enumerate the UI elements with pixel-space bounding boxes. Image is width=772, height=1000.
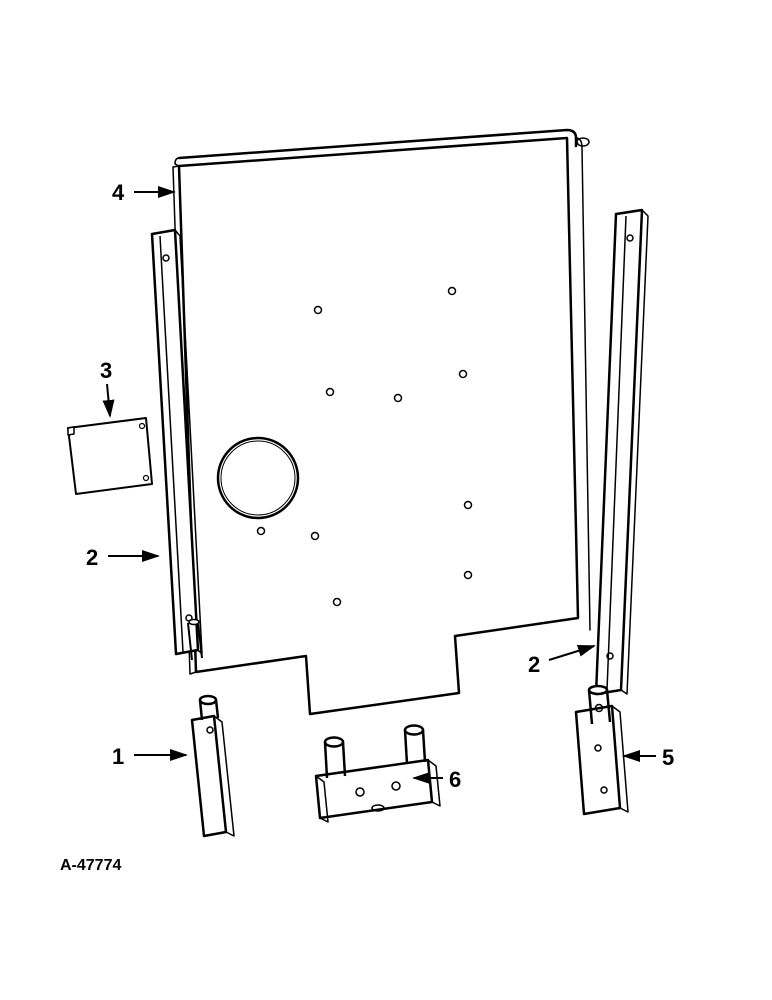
drawing-number: A-47774 (60, 857, 121, 874)
part-1-post-left (192, 696, 234, 836)
callout-5-label: 5 (662, 745, 674, 770)
parts-diagram-svg: 1 2 3 4 2 5 6 A-47774 (0, 0, 772, 1000)
callout-2-right-label: 2 (528, 652, 540, 677)
callout-2-left-label: 2 (86, 545, 98, 570)
callout-1-label: 1 (112, 744, 124, 769)
callout-6-label: 6 (449, 767, 461, 792)
part-3-plate (68, 418, 152, 494)
part-5-post-right (576, 686, 628, 814)
callout-3-label: 3 (100, 358, 112, 383)
callout-4-label: 4 (112, 180, 125, 205)
part-6-bracket (316, 726, 440, 823)
diagram-page: 1 2 3 4 2 5 6 A-47774 (0, 0, 772, 1000)
part-2-rail-left (152, 230, 202, 660)
part-2-rail-right (596, 210, 648, 694)
part-4-panel (173, 130, 590, 714)
